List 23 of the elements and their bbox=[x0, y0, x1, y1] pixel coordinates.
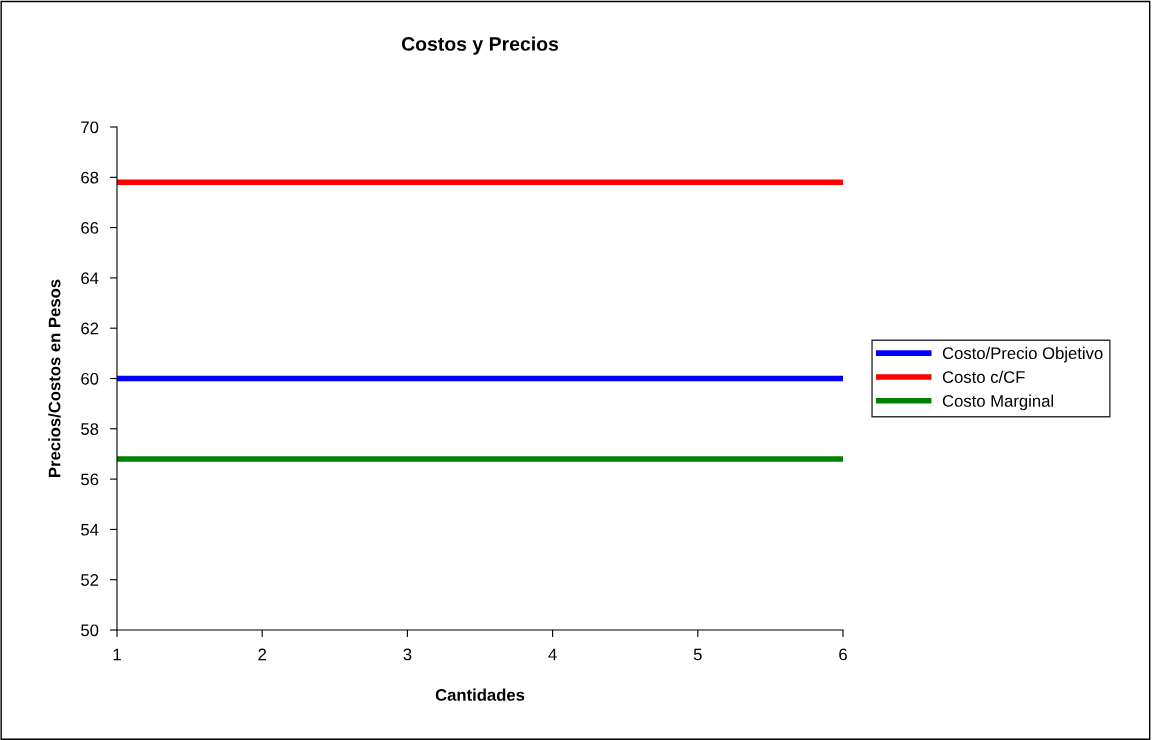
y-tick-label: 70 bbox=[81, 121, 99, 134]
x-axis-title: Cantidades bbox=[435, 688, 525, 701]
x-tick-label: 5 bbox=[693, 648, 702, 661]
y-tick-label: 54 bbox=[81, 523, 99, 536]
y-tick-label: 58 bbox=[81, 423, 99, 435]
y-tick-label: 52 bbox=[81, 574, 99, 586]
x-tick-label: 1 bbox=[113, 648, 121, 661]
legend-label: Costo/Precio Objetivo bbox=[942, 346, 1103, 363]
y-tick-label: 50 bbox=[81, 624, 99, 637]
x-tick-label: 4 bbox=[548, 648, 557, 661]
y-tick-label: 60 bbox=[81, 372, 99, 385]
y-axis-title: Precios/Costos en Pesos bbox=[48, 279, 61, 477]
legend-label: Costo Marginal bbox=[942, 394, 1054, 411]
x-tick-label: 3 bbox=[403, 648, 412, 661]
x-tick-label: 2 bbox=[258, 648, 266, 661]
y-tick-label: 62 bbox=[81, 322, 99, 335]
legend-label: Costo c/CF bbox=[942, 370, 1025, 383]
y-tick-label: 68 bbox=[81, 171, 99, 184]
x-tick-label: 6 bbox=[839, 648, 847, 661]
y-tick-label: 56 bbox=[81, 473, 99, 486]
y-tick-label: 66 bbox=[81, 222, 99, 234]
y-tick-label: 64 bbox=[81, 272, 99, 285]
chart-title: Costos y Precios bbox=[401, 36, 559, 55]
